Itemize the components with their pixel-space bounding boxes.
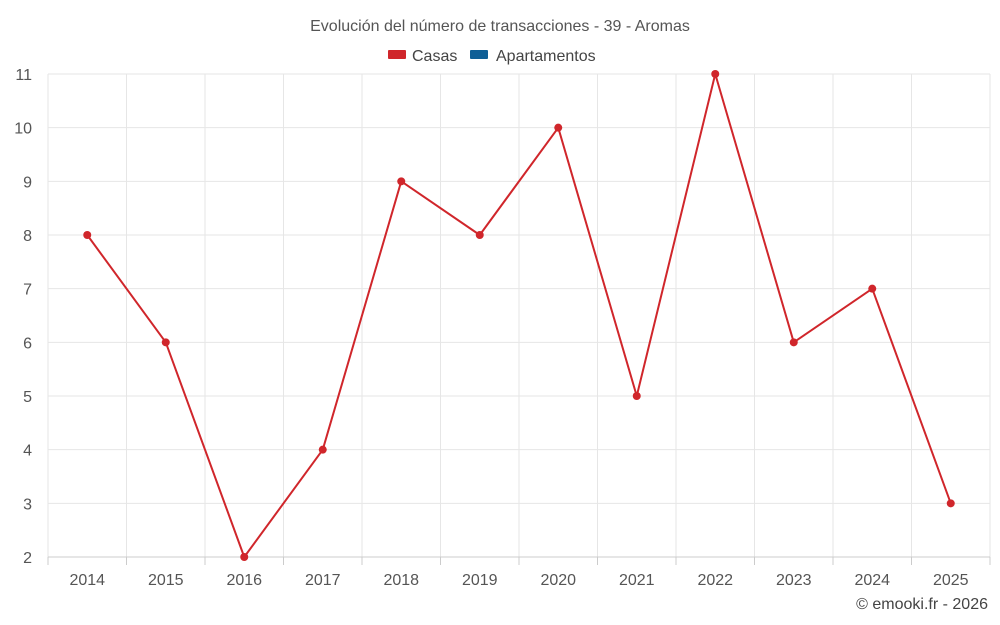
x-tick-label: 2024 [854,572,890,589]
x-axis-tick-labels: 2014 2015 2016 2017 2018 2019 2020 2021 2022 2023… [69,572,968,589]
chart-title: Evolución del número de transacciones - … [310,18,690,35]
data-point-casas[interactable] [554,123,563,132]
y-tick-label: 6 [23,335,32,352]
data-point-casas[interactable] [711,70,720,78]
y-tick-label: 3 [23,496,32,513]
legend-swatch-apartamentos[interactable] [470,50,488,59]
data-point-casas[interactable] [868,284,877,293]
series-line-casas [86,73,952,558]
y-tick-label: 8 [23,228,32,245]
y-tick-label: 10 [14,121,32,138]
x-tick-label: 2023 [776,572,812,589]
x-tick-label: 2022 [697,572,733,589]
data-point-casas[interactable] [240,553,249,561]
data-point-casas[interactable] [946,499,955,508]
data-point-casas[interactable] [632,392,641,400]
y-tick-label: 5 [23,389,32,406]
legend: Casas Apartamentos [388,48,596,65]
data-point-casas[interactable] [397,177,406,186]
data-point-casas[interactable] [83,231,92,239]
legend-label-casas[interactable]: Casas [412,48,457,65]
x-tick-label: 2019 [462,572,498,589]
x-tick-label: 2016 [226,572,262,589]
x-tick-label: 2015 [148,572,184,589]
data-point-casas[interactable] [789,338,798,347]
x-tick-label: 2018 [383,572,419,589]
data-point-casas[interactable] [161,338,170,347]
grid [47,73,991,557]
data-point-casas[interactable] [475,231,484,239]
y-tick-label: 2 [23,550,32,567]
x-tick-label: 2025 [933,572,969,589]
legend-label-apartamentos[interactable]: Apartamentos [496,48,596,65]
series-layer [83,70,955,561]
x-tick-label: 2014 [69,572,105,589]
credit-text: © emooki.fr - 2026 [856,596,988,613]
x-tick-label: 2020 [540,572,576,589]
data-point-casas[interactable] [318,445,327,454]
x-tick-label: 2017 [305,572,341,589]
legend-swatch-casas[interactable] [388,50,406,59]
y-tick-label: 9 [23,174,32,191]
y-tick-label: 4 [23,443,32,460]
y-tick-label: 7 [23,282,32,299]
y-tick-label: 11 [15,67,32,84]
axes [47,556,991,565]
x-tick-label: 2021 [619,572,655,589]
y-axis-tick-labels: 2 3 4 5 6 7 8 9 10 11 [14,67,32,567]
